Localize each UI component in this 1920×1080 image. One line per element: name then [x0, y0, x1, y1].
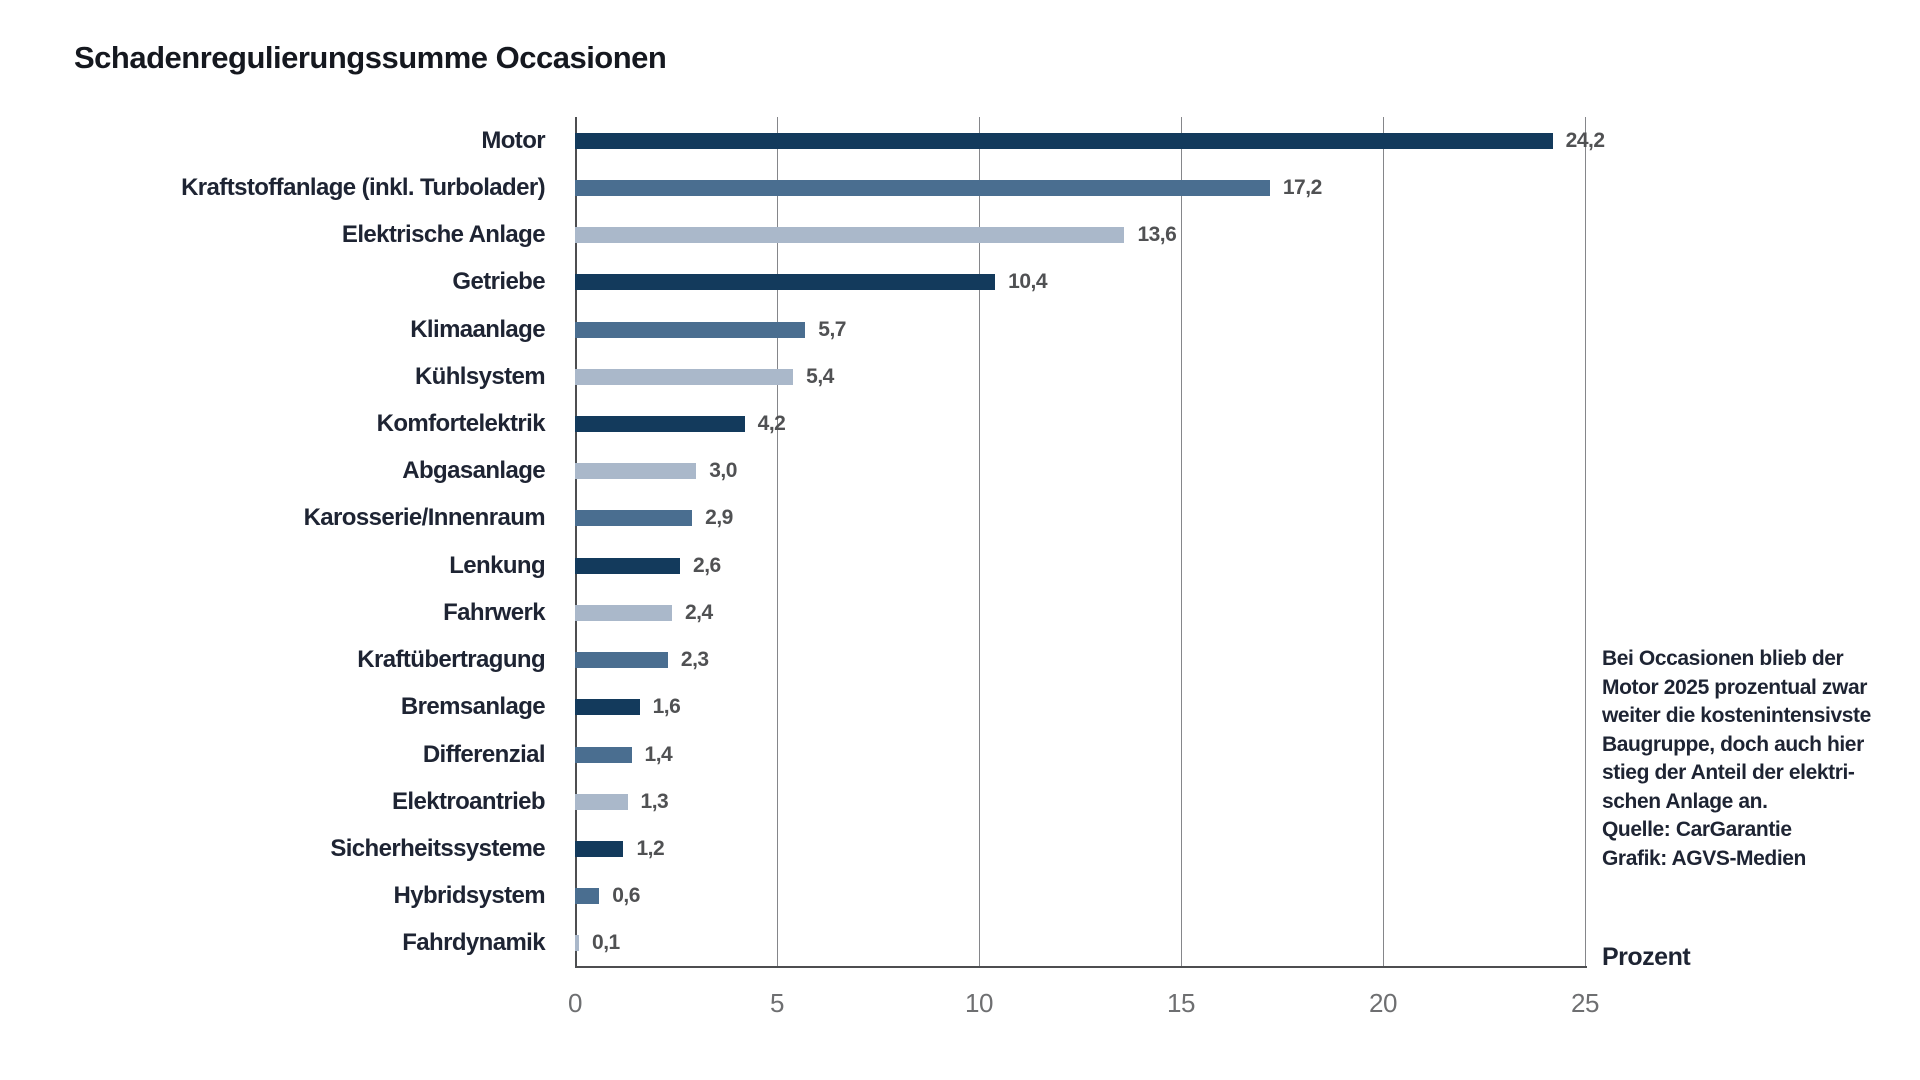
category-label: Lenkung [449, 551, 545, 579]
bar-5 [575, 321, 806, 338]
bar-15 [575, 793, 628, 810]
category-label: Bremsanlage [400, 693, 546, 721]
value-label: 3,0 [709, 459, 737, 483]
category-label: Klimaanlage [410, 315, 545, 343]
value-label: 2,3 [680, 648, 709, 672]
plot-area [575, 117, 1586, 967]
x-axis-line [575, 966, 1587, 968]
category-label: Hybridsystem [393, 882, 545, 910]
category-label: Kraftstoffanlage (inkl. Turbolader) [181, 173, 546, 201]
bar-6 [575, 368, 794, 385]
value-label: 24,2 [1565, 128, 1605, 152]
value-label: 10,4 [1008, 270, 1048, 294]
value-label: 5,4 [806, 364, 834, 388]
x-tick-label-20: 20 [1369, 988, 1397, 1018]
bar-9 [575, 510, 693, 527]
bar-12 [575, 652, 668, 669]
category-label: Kühlsystem [414, 362, 546, 390]
bar-18 [575, 935, 580, 952]
bar-1 [575, 132, 1553, 149]
category-label: Getriebe [452, 268, 545, 296]
category-label: Elektrische Anlage [341, 221, 546, 249]
value-label: 2,9 [705, 506, 733, 530]
value-label: 1,3 [640, 789, 669, 813]
value-label: 0,1 [592, 931, 620, 955]
category-label: Komfortelektrik [376, 409, 546, 437]
category-label: Motor [481, 126, 545, 154]
category-label: Differenzial [422, 740, 546, 768]
bar-17 [575, 888, 600, 905]
gridline-x-0 [575, 117, 577, 967]
gridline-x-5 [777, 117, 778, 967]
gridline-x-25 [1585, 117, 1586, 967]
bar-8 [575, 463, 697, 480]
bar-11 [575, 604, 672, 621]
category-label: Kraftübertragung [357, 646, 545, 674]
chart-title: Schadenregulierungssumme Occasionen [74, 40, 667, 75]
bar-3 [575, 227, 1125, 244]
bar-13 [575, 699, 640, 716]
category-label: Sicherheitssysteme [330, 834, 545, 862]
category-label: Karosserie/Innenraum [303, 504, 546, 532]
bar-16 [575, 840, 624, 857]
value-label: 4,2 [757, 411, 786, 435]
x-axis-unit-label: Prozent [1602, 943, 1691, 971]
bar-4 [575, 274, 996, 291]
x-tick-label-10: 10 [965, 988, 993, 1018]
bar-10 [575, 557, 681, 574]
x-tick-label-0: 0 [568, 988, 582, 1018]
gridline-x-20 [1383, 117, 1384, 967]
bar-2 [575, 179, 1270, 196]
x-tick-label-25: 25 [1571, 988, 1599, 1018]
x-tick-label-5: 5 [770, 988, 784, 1018]
chart-annotation: Bei Occasionen blieb der Motor 2025 proz… [1602, 647, 1871, 870]
gridline-x-15 [1181, 117, 1182, 967]
value-label: 1,2 [636, 836, 665, 860]
value-label: 13,6 [1137, 223, 1177, 247]
value-label: 2,4 [684, 600, 713, 624]
value-label: 1,6 [652, 695, 681, 719]
bar-14 [575, 746, 632, 763]
value-label: 17,2 [1282, 175, 1322, 199]
x-tick-label-15: 15 [1167, 988, 1195, 1018]
bar-7 [575, 415, 745, 432]
category-label: Fahrdynamik [402, 929, 545, 957]
category-label: Fahrwerk [443, 598, 546, 626]
category-label: Elektroantrieb [392, 787, 546, 815]
value-label: 0,6 [612, 884, 640, 908]
value-label: 5,7 [818, 317, 846, 341]
value-label: 1,4 [644, 742, 673, 766]
value-label: 2,6 [693, 553, 721, 577]
gridline-x-10 [979, 117, 980, 967]
category-label: Abgasanlage [402, 457, 545, 485]
